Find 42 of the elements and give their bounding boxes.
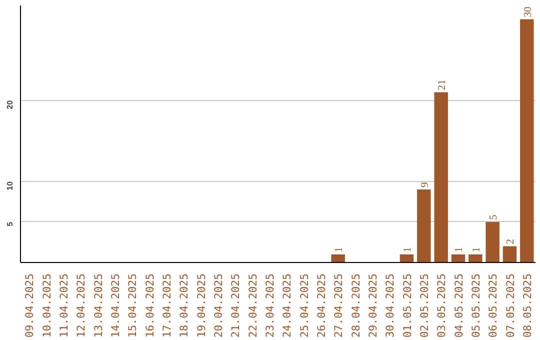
data-label: 1 [471, 247, 482, 252]
x-tick-label: 22.04.2025 [246, 274, 260, 338]
x-tick-label: 17.04.2025 [160, 274, 174, 338]
x-tick-label: 29.04.2025 [366, 274, 380, 338]
y-tick-label: 20 [6, 100, 14, 110]
x-tick-label: 21.04.2025 [229, 274, 242, 338]
x-tick-label: 01.05.2025 [400, 274, 414, 338]
x-tick-label: 30.04.2025 [384, 274, 397, 338]
x-tick-label: 25.04.2025 [298, 274, 311, 338]
data-label: 1 [334, 247, 346, 252]
x-tick-label: 07.05.2025 [504, 274, 517, 338]
x-tick-label: 26.04.2025 [314, 274, 328, 338]
x-tick-label: 13.04.2025 [92, 274, 105, 338]
x-tick-label: 04.05.2025 [452, 274, 466, 338]
x-tick-label: 20.04.2025 [212, 274, 225, 338]
data-label: 21 [437, 80, 448, 90]
y-tick-label: 10 [6, 180, 14, 190]
x-tick-label: 10.04.2025 [40, 274, 54, 338]
x-tick-label: 09.04.2025 [23, 274, 36, 338]
data-label: 2 [506, 238, 517, 244]
data-label: 9 [420, 182, 431, 188]
x-tick-label: 16.04.2025 [143, 274, 156, 338]
x-tick-label: 08.05.2025 [520, 274, 534, 338]
x-tick-label: 05.05.2025 [469, 274, 482, 338]
x-tick-label: 02.05.2025 [418, 274, 431, 338]
x-tick-label: 18.04.2025 [178, 274, 191, 338]
x-tick-label: 15.04.2025 [126, 274, 140, 338]
data-label: 30 [522, 6, 534, 18]
x-tick-label: 03.05.2025 [435, 274, 448, 338]
data-label: 1 [402, 247, 414, 252]
data-label: 5 [488, 214, 500, 220]
data-label: 1 [454, 247, 466, 252]
x-tick-label: 24.04.2025 [280, 274, 294, 338]
x-tick-label: 06.05.2025 [486, 274, 500, 338]
x-tick-label: 11.04.2025 [57, 274, 70, 338]
x-tick-label: 27.04.2025 [332, 274, 346, 338]
y-tick-label: 5 [6, 221, 14, 226]
x-tick-label: 19.04.2025 [194, 274, 208, 338]
x-tick-label: 23.04.2025 [263, 274, 276, 338]
x-tick-label: 14.04.2025 [108, 274, 122, 338]
x-tick-label: 28.04.2025 [349, 274, 362, 338]
x-tick-label: 12.04.2025 [74, 274, 88, 338]
